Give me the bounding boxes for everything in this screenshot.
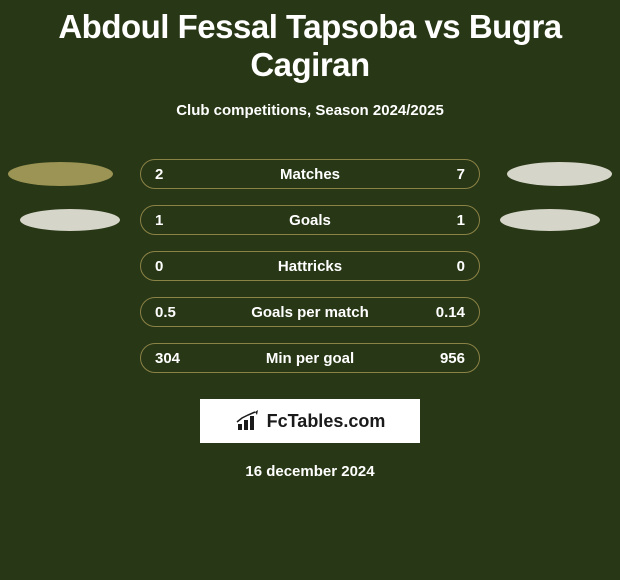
logo-text: FcTables.com: [267, 411, 386, 432]
stat-pill: 0.5 Goals per match 0.14: [140, 297, 480, 327]
stat-label: Matches: [280, 166, 340, 183]
chart-icon: [235, 410, 261, 432]
stat-pill: 0 Hattricks 0: [140, 251, 480, 281]
ellipse-right-matches: [507, 162, 612, 186]
stat-value-right: 956: [425, 350, 465, 367]
page-title: Abdoul Fessal Tapsoba vs Bugra Cagiran: [0, 8, 620, 84]
logo-box: FcTables.com: [200, 399, 420, 443]
date-text: 16 december 2024: [0, 463, 620, 480]
title-container: Abdoul Fessal Tapsoba vs Bugra Cagiran: [0, 0, 620, 84]
stat-value-left: 2: [155, 166, 195, 183]
stat-value-right: 0.14: [425, 304, 465, 321]
stat-label: Min per goal: [266, 350, 354, 367]
stat-row-goals: 1 Goals 1: [0, 197, 620, 243]
stat-value-left: 1: [155, 212, 195, 229]
stat-pill: 1 Goals 1: [140, 205, 480, 235]
stat-value-left: 0.5: [155, 304, 195, 321]
stat-value-left: 304: [155, 350, 195, 367]
stat-label: Hattricks: [278, 258, 342, 275]
stat-label: Goals: [289, 212, 331, 229]
ellipse-left-matches: [8, 162, 113, 186]
stat-pill: 2 Matches 7: [140, 159, 480, 189]
stats-container: 2 Matches 7 1 Goals 1 0 Hattricks 0 0.5 …: [0, 151, 620, 381]
stat-value-right: 1: [425, 212, 465, 229]
stat-row-matches: 2 Matches 7: [0, 151, 620, 197]
stat-value-right: 0: [425, 258, 465, 275]
stat-label: Goals per match: [251, 304, 369, 321]
stat-row-min-per-goal: 304 Min per goal 956: [0, 335, 620, 381]
stat-value-right: 7: [425, 166, 465, 183]
stat-row-hattricks: 0 Hattricks 0: [0, 243, 620, 289]
ellipse-right-goals: [500, 209, 600, 231]
ellipse-left-goals: [20, 209, 120, 231]
stat-pill: 304 Min per goal 956: [140, 343, 480, 373]
subtitle: Club competitions, Season 2024/2025: [0, 102, 620, 119]
stat-value-left: 0: [155, 258, 195, 275]
stat-row-goals-per-match: 0.5 Goals per match 0.14: [0, 289, 620, 335]
